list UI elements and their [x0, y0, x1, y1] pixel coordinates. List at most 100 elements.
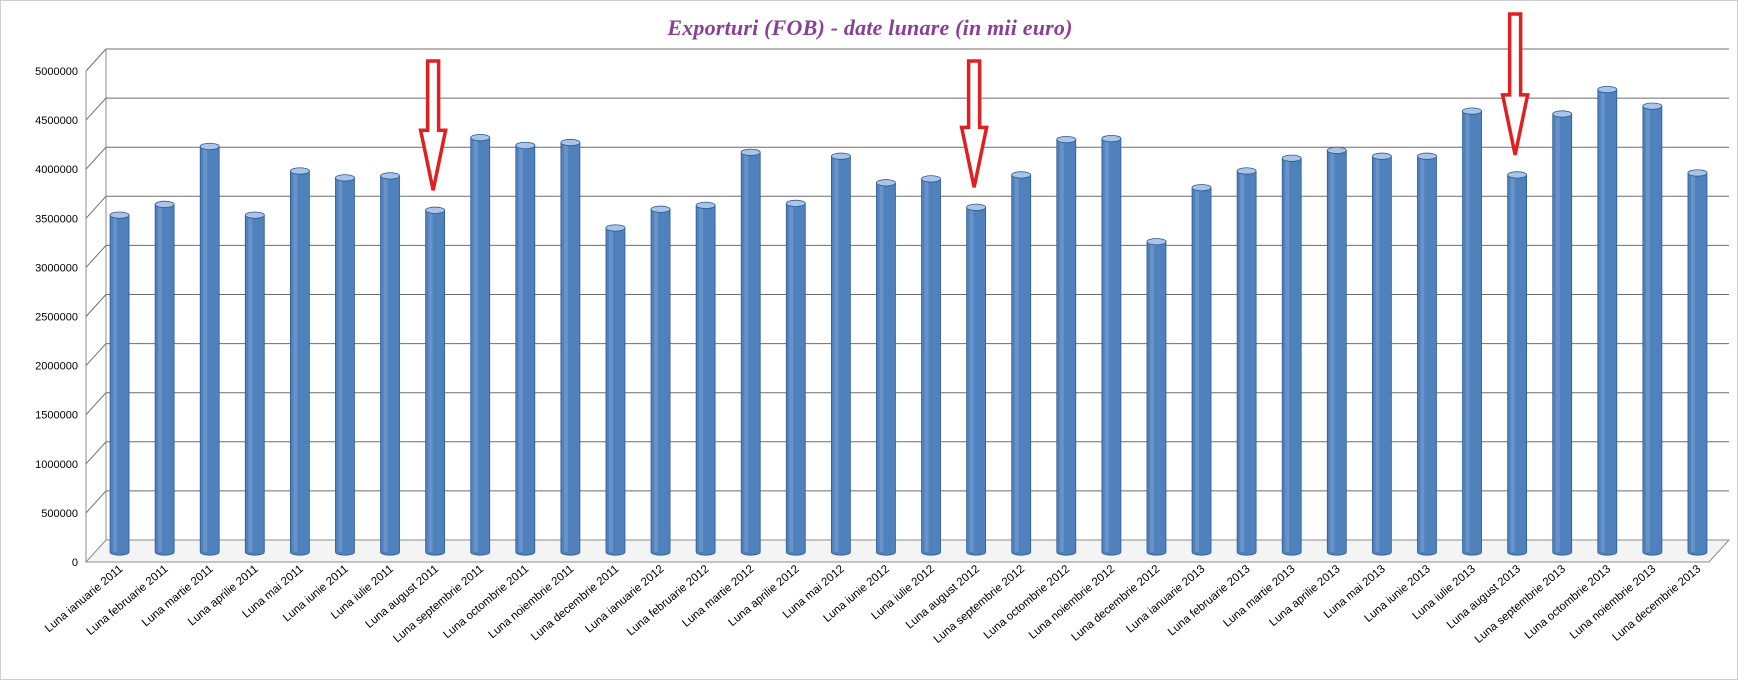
bar-highlight [1465, 111, 1470, 552]
x-tick-label: Luna septembrie 2011 [391, 563, 486, 645]
y-tick-label: 4500000 [35, 115, 78, 127]
gridline-depth [85, 146, 107, 170]
bar-highlight [608, 227, 613, 552]
bar-body [921, 178, 941, 556]
x-tick-label: Luna noiembrie 2012 [1027, 563, 1117, 642]
bar-body [199, 146, 220, 556]
bar-highlight [1285, 158, 1290, 552]
bar-top [1687, 169, 1708, 177]
bar [785, 199, 806, 556]
bar-body [785, 202, 806, 556]
bar-highlight [924, 178, 929, 552]
bar [1146, 238, 1167, 556]
bar-highlight [1240, 170, 1245, 552]
bar-highlight [1600, 89, 1605, 552]
bar-top [1101, 134, 1122, 143]
bar-top [335, 174, 355, 182]
bar [876, 179, 896, 556]
bar-top [695, 201, 716, 209]
bar-top [876, 179, 896, 187]
bar-body [1011, 174, 1032, 556]
bar-body [1326, 149, 1347, 556]
x-tick-label: Luna februarie 2011 [85, 563, 171, 638]
x-tick-label: Luna noiembrie 2013 [1568, 563, 1658, 642]
bar-body [335, 177, 355, 556]
y-tick-label: 5000000 [35, 66, 78, 78]
bar-body [1146, 241, 1167, 556]
y-tick-label: 1500000 [35, 410, 78, 422]
x-tick-label: Luna decembrie 2013 [1610, 563, 1703, 644]
bar [1281, 154, 1302, 556]
bar-top [1191, 184, 1212, 192]
chart-title: Exporturi (FOB) - date lunare (in mii eu… [667, 15, 1073, 40]
x-tick-label: Luna ianuarie 2012 [583, 563, 666, 635]
gridline-depth [85, 294, 107, 317]
bar-highlight [1149, 241, 1154, 553]
bar [1642, 102, 1663, 556]
bar-highlight [293, 170, 298, 552]
bar-highlight [1420, 156, 1425, 552]
bar-body [1281, 157, 1302, 556]
bar-body [1642, 105, 1663, 556]
bar-top [966, 203, 987, 211]
bar-body [605, 227, 626, 556]
x-tick-label: Luna noiembrie 2011 [486, 563, 576, 641]
bar-body [1597, 89, 1618, 556]
bar-top [1056, 135, 1077, 144]
bar-highlight [518, 145, 523, 552]
bar-highlight [203, 146, 208, 552]
bar-top [154, 200, 175, 208]
bar-body [109, 214, 130, 556]
down-arrow-annotation [959, 59, 989, 188]
bar [425, 206, 446, 556]
bar-top [1552, 110, 1573, 118]
bar-top [740, 148, 761, 156]
x-tick-label: Luna octombrie 2012 [982, 563, 1072, 642]
bar [335, 174, 355, 556]
bar-highlight [158, 204, 163, 552]
y-tick-label: 4000000 [35, 164, 78, 176]
gridline-depth [85, 441, 107, 465]
bar-top [425, 206, 446, 214]
bar [1056, 135, 1077, 556]
bar [1687, 169, 1708, 556]
bar-top [1597, 85, 1618, 94]
bar-top [199, 142, 220, 151]
y-tick-label: 3000000 [35, 262, 78, 274]
bar-body [876, 182, 896, 556]
bar-highlight [969, 207, 974, 552]
bar-body [1191, 187, 1212, 556]
bar-highlight [1510, 174, 1515, 553]
bar [1597, 85, 1618, 556]
bar-highlight [654, 209, 659, 553]
bar-highlight [1104, 138, 1109, 552]
bar-highlight [428, 210, 433, 552]
gridline-depth [85, 48, 107, 72]
bar-highlight [473, 137, 478, 552]
bar-top [1371, 152, 1392, 160]
gridline-depth [85, 195, 107, 219]
bar-highlight [1645, 106, 1650, 552]
bar-body [1687, 172, 1708, 556]
bar [1326, 146, 1347, 556]
bar-body [470, 137, 491, 556]
bar [1371, 152, 1392, 556]
bar-top [605, 224, 626, 232]
bar-highlight [1330, 150, 1335, 552]
bar-top [470, 133, 491, 142]
bar [470, 133, 491, 556]
y-axis-ticks: 0 500000 1000000 1500000 2000000 2500000 30000… [35, 66, 78, 569]
bar-top [380, 172, 400, 180]
bar-highlight [879, 182, 884, 552]
bar-body [1236, 170, 1257, 556]
bar-highlight [383, 175, 388, 553]
bar-body [380, 175, 400, 556]
bar-body [244, 214, 265, 556]
bar [289, 167, 310, 556]
bar [1191, 184, 1212, 556]
x-tick-label: Luna decembrie 2012 [1069, 563, 1162, 644]
bar-body [289, 170, 310, 556]
bars [109, 85, 1708, 556]
bar-body [1056, 139, 1077, 556]
